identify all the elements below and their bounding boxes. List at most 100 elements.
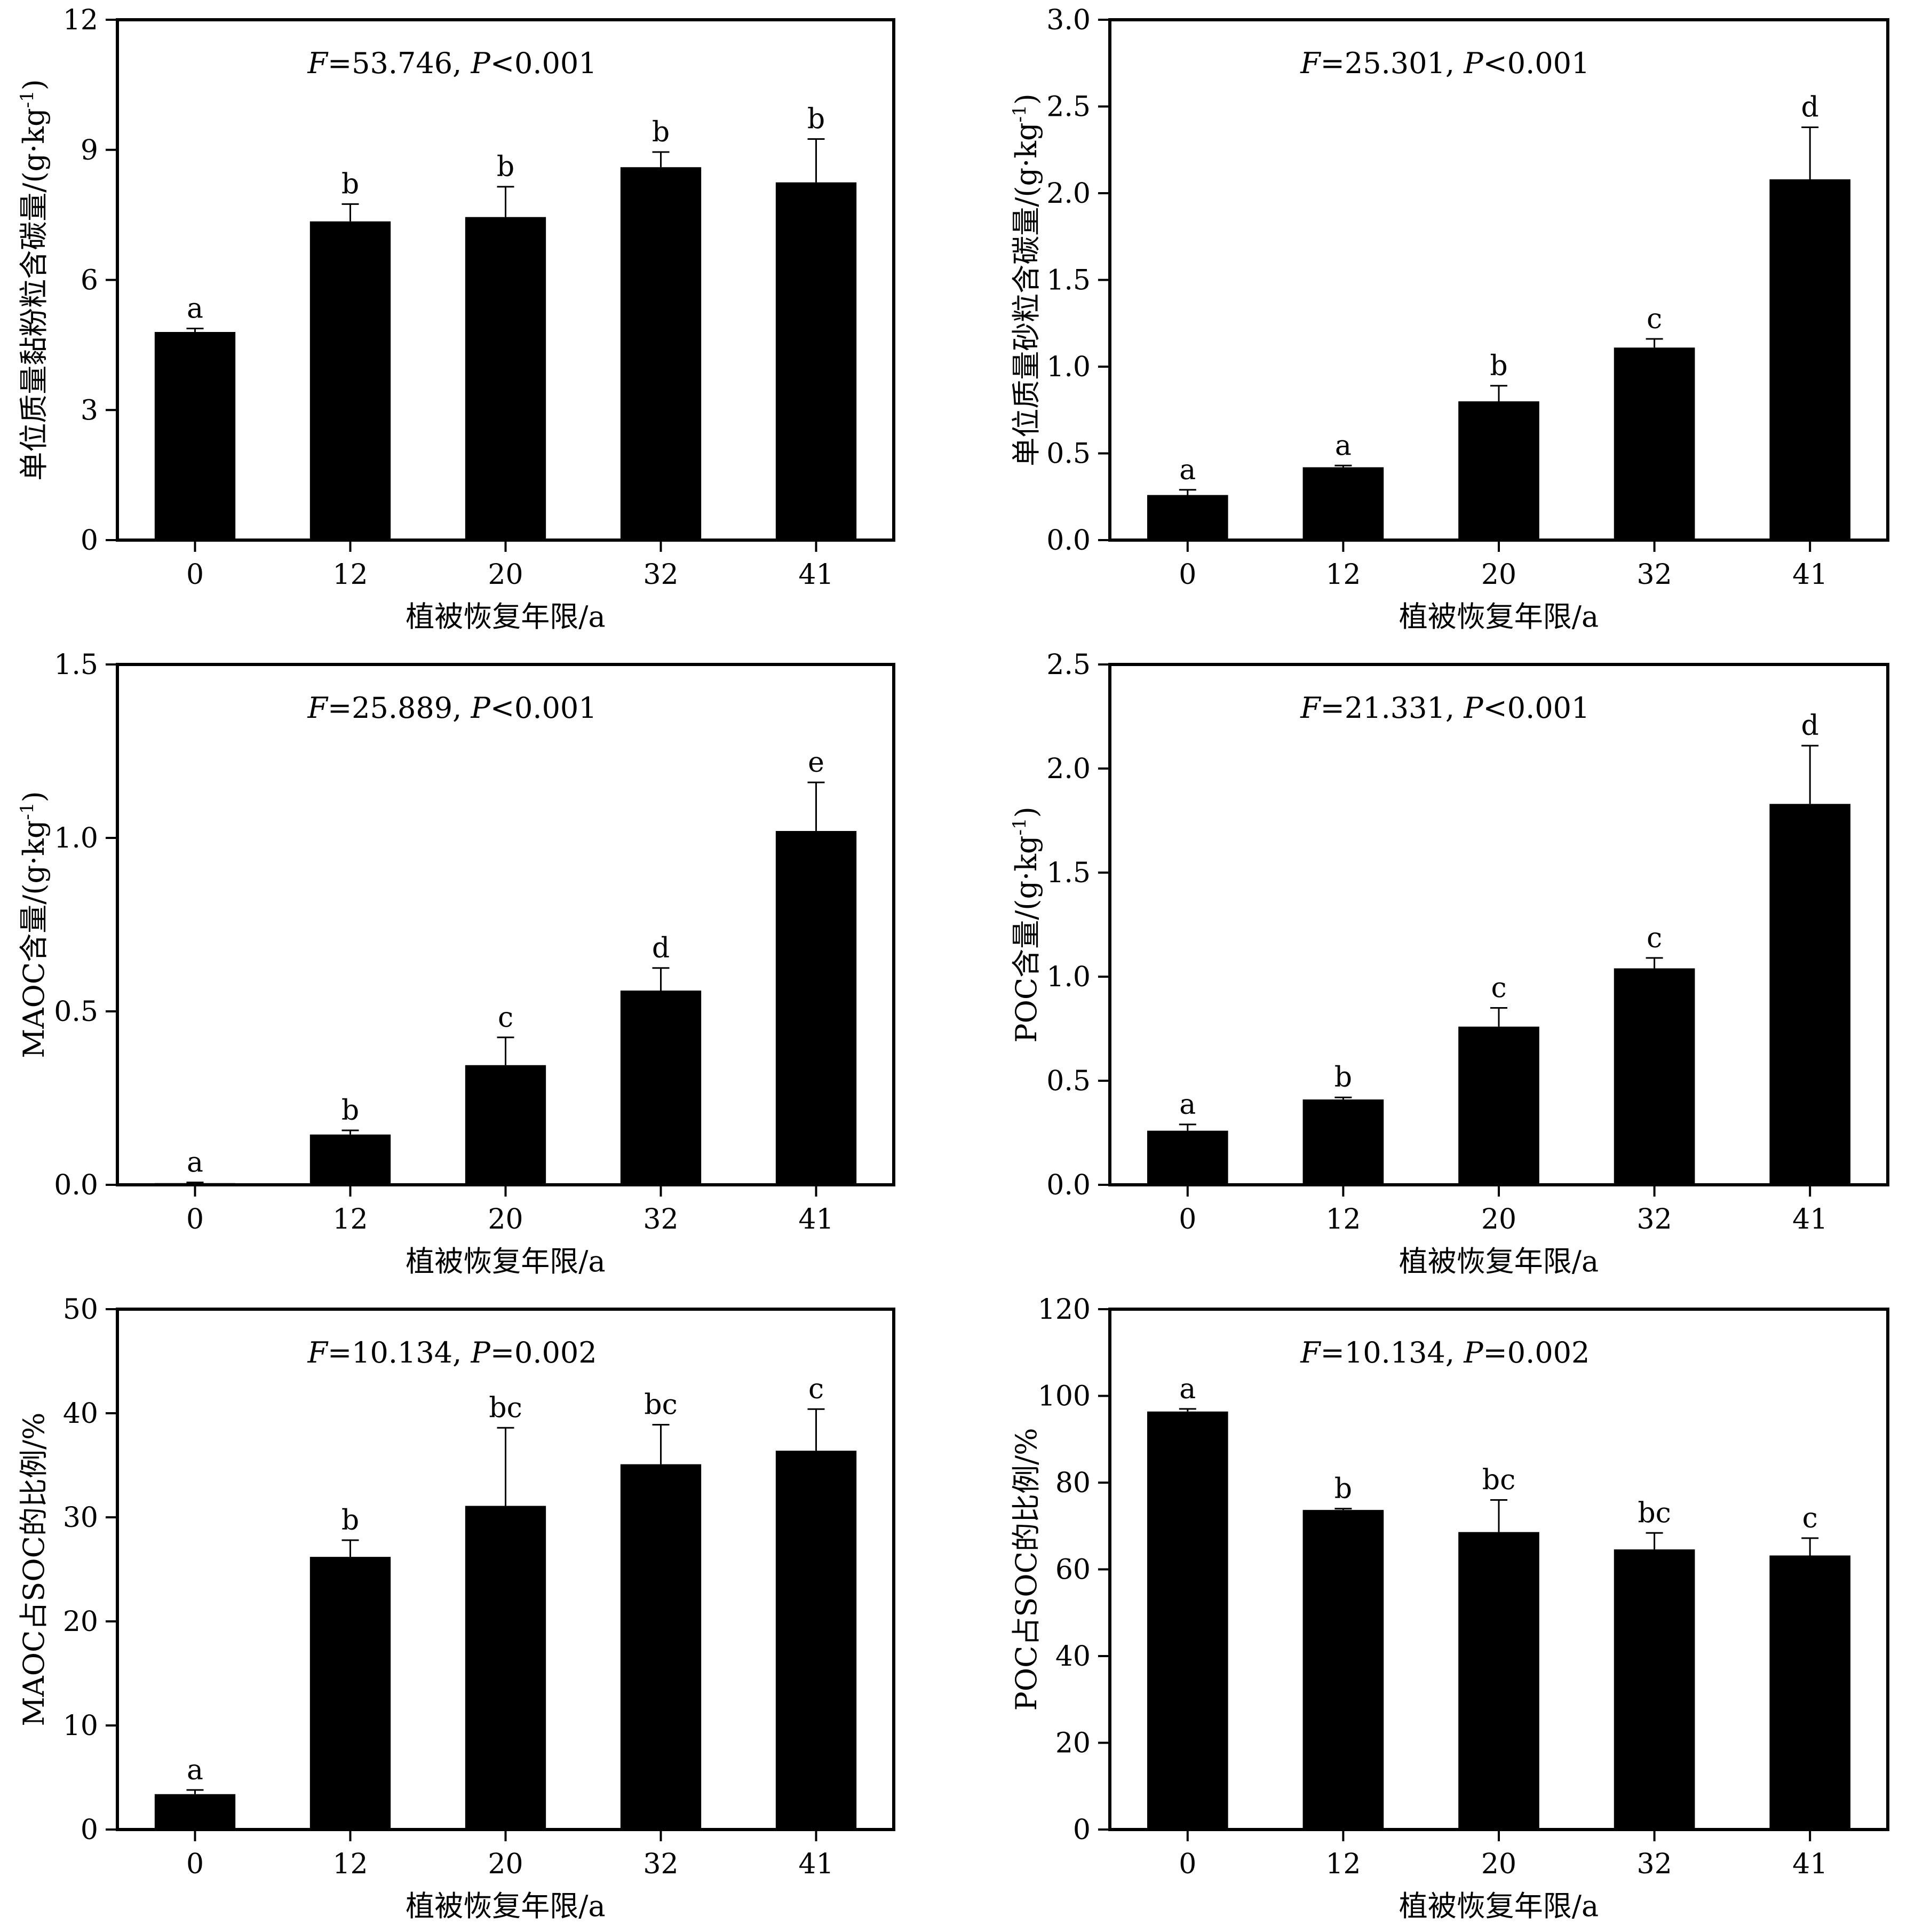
y-axis-title: 单位质量黏粉粒含碳量/(g·kg-1) bbox=[17, 79, 51, 481]
x-tick-label: 20 bbox=[1481, 559, 1516, 591]
y-tick-label: 1.5 bbox=[1046, 857, 1091, 889]
significance-letter: b bbox=[497, 151, 514, 183]
y-tick-label: 0.0 bbox=[1046, 525, 1091, 557]
stat-P-symbol: P bbox=[470, 46, 491, 80]
stats-annotation: F=53.746, P<0.001 bbox=[307, 46, 597, 80]
x-tick-label: 0 bbox=[186, 1203, 204, 1236]
x-tick-label: 41 bbox=[1792, 1203, 1827, 1236]
y-axis-title-main: MAOC含量/(g·kg bbox=[17, 820, 51, 1058]
stat-F-symbol: F bbox=[307, 46, 329, 80]
y-tick-label: 0.5 bbox=[54, 996, 98, 1028]
x-tick-label: 32 bbox=[1637, 559, 1672, 591]
bar-32 bbox=[1614, 968, 1695, 1185]
bar-20 bbox=[465, 1065, 546, 1185]
y-axis-title-tail: ) bbox=[17, 79, 51, 90]
x-tick-label: 32 bbox=[1637, 1848, 1672, 1880]
x-axis-title: 植被恢复年限/a bbox=[1399, 1245, 1599, 1278]
y-axis-title-superscript: -1 bbox=[1009, 105, 1030, 122]
panel-4: a b c c d 0.0 0.5 1.0 1.5 2.0 2.5 0 12 20 32 41 植被恢复年限/a… bbox=[1009, 649, 1889, 1278]
bar-32 bbox=[1614, 347, 1695, 540]
y-axis-title: MAOC占SOC的比例/% bbox=[17, 1413, 51, 1727]
bar-0 bbox=[1147, 495, 1228, 540]
x-tick-label: 41 bbox=[798, 1203, 833, 1236]
panel-6: a b bc bc c 0 20 40 60 80 100 120 0 12 20 32 41 植被恢复年限/a P… bbox=[1010, 1294, 1889, 1923]
y-tick-label: 9 bbox=[81, 134, 98, 167]
bar-20 bbox=[1458, 1532, 1539, 1830]
stat-P-symbol: P bbox=[470, 691, 491, 725]
bar-41 bbox=[1769, 1555, 1851, 1830]
panel-3: a b c d e 0.0 0.5 1.0 1.5 0 12 20 32 41 植被恢复年限/a MAOC含量… bbox=[17, 649, 895, 1278]
stat-F-value: =53.746, bbox=[328, 46, 471, 80]
x-tick-label: 20 bbox=[1481, 1203, 1516, 1236]
significance-letter: bc bbox=[1638, 1497, 1671, 1529]
stats-annotation: F=10.134, P=0.002 bbox=[1300, 1336, 1590, 1369]
y-tick-label: 1.5 bbox=[54, 649, 98, 681]
y-axis-title-tail: ) bbox=[1010, 93, 1043, 105]
stat-F-symbol: F bbox=[307, 691, 329, 725]
x-tick-label: 0 bbox=[1179, 1848, 1196, 1880]
x-tick-label: 12 bbox=[1325, 1848, 1361, 1880]
stat-P-symbol: P bbox=[1463, 46, 1484, 80]
stat-F-symbol: F bbox=[1300, 46, 1322, 80]
significance-letter: c bbox=[1647, 922, 1662, 954]
stat-F-symbol: F bbox=[1300, 691, 1322, 725]
significance-letter: b bbox=[341, 1095, 359, 1127]
significance-letter: a bbox=[1179, 454, 1196, 486]
y-tick-label: 12 bbox=[63, 4, 98, 36]
y-tick-label: 1.0 bbox=[54, 822, 98, 854]
significance-letter: d bbox=[652, 932, 670, 964]
significance-letter: a bbox=[187, 1754, 203, 1786]
y-tick-label: 3 bbox=[81, 394, 98, 426]
significance-letter: b bbox=[1490, 350, 1507, 382]
y-tick-label: 100 bbox=[1038, 1381, 1091, 1413]
y-axis-title: MAOC含量/(g·kg-1) bbox=[17, 791, 51, 1058]
bar-41 bbox=[1769, 179, 1851, 540]
y-tick-label: 0 bbox=[1073, 1814, 1091, 1846]
x-axis-title: 植被恢复年限/a bbox=[406, 1889, 605, 1923]
bar-20 bbox=[465, 217, 546, 540]
x-tick-label: 32 bbox=[1637, 1203, 1672, 1236]
panel-1: a b b b b 0 3 6 9 12 0 12 20 32 41 植被恢复年限/a 单位质量黏粉粒含碳量/(… bbox=[17, 4, 895, 634]
y-tick-label: 40 bbox=[63, 1398, 98, 1430]
x-axis-title: 植被恢复年限/a bbox=[406, 1245, 605, 1278]
y-axis-title-tail: ) bbox=[1010, 806, 1043, 818]
significance-letter: c bbox=[1491, 972, 1506, 1004]
x-tick-label: 12 bbox=[1325, 559, 1361, 591]
y-tick-label: 120 bbox=[1038, 1294, 1091, 1326]
y-tick-label: 2.5 bbox=[1046, 91, 1091, 123]
stat-F-value: =10.134, bbox=[328, 1336, 471, 1369]
bar-20 bbox=[1458, 401, 1539, 540]
x-tick-label: 12 bbox=[332, 1203, 368, 1236]
significance-letter: c bbox=[498, 1002, 513, 1034]
stats-annotation: F=25.889, P<0.001 bbox=[307, 691, 597, 725]
significance-letter: a bbox=[1179, 1089, 1196, 1121]
significance-letter: b bbox=[807, 103, 825, 135]
x-tick-label: 41 bbox=[1792, 1848, 1827, 1880]
significance-letter: bc bbox=[1482, 1464, 1515, 1496]
stat-P-value: <0.001 bbox=[1483, 46, 1590, 80]
significance-letter: b bbox=[1334, 1062, 1352, 1094]
panel-2: a a b c d 0.0 0.5 1.0 1.5 2.0 2.5 3.0 0 12 20 32 41 植被恢复年… bbox=[1009, 4, 1889, 634]
stat-F-value: =25.301, bbox=[1321, 46, 1464, 80]
panel-5: a b bc bc c 0 10 20 30 40 50 0 12 20 32 41 植被恢复年限/a MAOC占… bbox=[17, 1294, 895, 1923]
y-axis-title-main: 单位质量黏粉粒含碳量/(g·kg bbox=[17, 108, 51, 480]
bar-41 bbox=[775, 1451, 857, 1830]
x-tick-label: 32 bbox=[643, 1848, 678, 1880]
x-tick-label: 0 bbox=[1179, 559, 1196, 591]
y-axis-title: POC含量/(g·kg-1) bbox=[1009, 806, 1043, 1042]
bar-0 bbox=[1147, 1411, 1228, 1830]
bar-20 bbox=[465, 1506, 546, 1830]
significance-letter: a bbox=[187, 1146, 203, 1178]
bar-0 bbox=[154, 332, 236, 540]
significance-letter: a bbox=[1335, 430, 1352, 462]
x-axis-title: 植被恢复年限/a bbox=[1399, 600, 1599, 634]
significance-letter: b bbox=[1334, 1473, 1352, 1505]
y-axis-title-superscript: -1 bbox=[1009, 818, 1030, 835]
significance-letter: c bbox=[1802, 1502, 1818, 1534]
bar-12 bbox=[1302, 467, 1384, 540]
stat-P-value: <0.001 bbox=[490, 46, 597, 80]
x-axis-title: 植被恢复年限/a bbox=[1399, 1889, 1599, 1923]
y-tick-label: 0.5 bbox=[1046, 438, 1091, 470]
y-tick-label: 6 bbox=[81, 265, 98, 297]
